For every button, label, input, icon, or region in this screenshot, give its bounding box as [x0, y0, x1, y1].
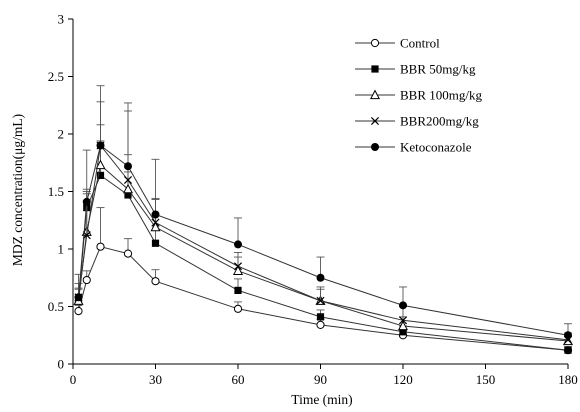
data-point-ketoconazole [74, 293, 83, 302]
x-axis-label: Time (min) [291, 392, 352, 407]
data-point-ketoconazole [96, 141, 105, 150]
x-tick-label: 180 [558, 372, 578, 387]
x-marker-stroke [151, 218, 160, 227]
data-point-bbr-100 [150, 221, 161, 232]
y-tick-label: 2.5 [48, 69, 64, 84]
data-point-bbr-50 [564, 346, 572, 354]
data-point-bbr-200 [370, 116, 380, 126]
legend-label: BBR 100mg/kg [400, 88, 482, 103]
legend-label: Ketoconazole [400, 140, 472, 155]
data-point-bbr-100 [397, 320, 409, 331]
series-bbr200mg-kg [74, 101, 573, 344]
legend-item: Ketoconazole [355, 140, 472, 155]
data-point-ketoconazole [399, 301, 407, 310]
data-point-bbr-100 [95, 159, 106, 170]
y-tick-label: 2 [58, 127, 65, 142]
data-point-bbr-50 [234, 286, 242, 294]
data-point-ketoconazole [151, 210, 160, 219]
data-point-bbr-50 [371, 65, 379, 73]
y-axis-label: MDZ concentration(μg/mL) [10, 114, 25, 266]
data-point-bbr-200 [316, 296, 325, 305]
series-bbr-100mg-kg [73, 124, 574, 346]
data-point-bbr-200 [151, 218, 160, 227]
data-point-bbr-200 [123, 175, 133, 185]
data-point-control [233, 304, 243, 313]
data-point-bbr-100 [122, 183, 134, 194]
x-marker-stroke [233, 262, 243, 271]
plot-area [73, 85, 574, 355]
y-tick-label: 0.5 [48, 299, 64, 314]
x-tick-label: 150 [476, 372, 496, 387]
x-marker-stroke [398, 316, 408, 325]
x-tick-label: 120 [393, 372, 413, 387]
data-point-bbr-50 [316, 313, 325, 321]
legend-item: BBR 50mg/kg [355, 62, 476, 77]
legend-label: BBR 50mg/kg [400, 62, 476, 77]
axes: 00.511.522.530 30 60 90 120 150 180 [48, 12, 578, 388]
y-tick-label: 1.5 [48, 184, 64, 199]
data-point-ketoconazole [124, 162, 132, 171]
data-point-bbr-200 [398, 316, 408, 325]
data-point-ketoconazole [234, 240, 242, 249]
x-marker-stroke [370, 116, 380, 126]
data-point-control [82, 275, 91, 285]
x-marker-stroke [123, 175, 133, 185]
legend-label: BBR200mg/kg [400, 114, 479, 129]
data-point-ketoconazole [564, 331, 572, 340]
data-point-control [96, 242, 105, 251]
x-marker-stroke [82, 231, 91, 240]
data-point-control [74, 307, 83, 316]
data-point-bbr-50 [399, 328, 407, 336]
legend-label: Control [400, 36, 440, 51]
legend: Control BBR 50mg/kg BBR 100mg/kg BBR200mg/k… [355, 36, 482, 155]
data-point-bbr-100 [232, 265, 244, 275]
series-ketoconazole [74, 85, 572, 340]
data-point-ketoconazole [82, 197, 91, 206]
y-tick-label: 1 [58, 242, 65, 257]
legend-item: BBR200mg/kg [355, 114, 479, 129]
x-tick-label: 30 [149, 372, 162, 387]
data-point-bbr-50 [151, 239, 160, 247]
data-point-control [151, 277, 160, 286]
data-point-control [370, 38, 380, 48]
y-tick-label: 0 [58, 357, 65, 372]
x-tick-label: 90 [314, 372, 327, 387]
x-marker-stroke [316, 296, 325, 305]
legend-item: Control [355, 36, 440, 51]
data-point-ketoconazole [316, 273, 325, 282]
data-point-bbr-50 [96, 171, 105, 179]
data-point-bbr-200 [233, 262, 243, 271]
data-point-bbr-100 [369, 89, 381, 100]
x-tick-label: 0 [70, 372, 77, 387]
legend-item: BBR 100mg/kg [355, 88, 482, 103]
data-point-bbr-50 [124, 191, 132, 199]
data-point-control [316, 320, 325, 329]
y-tick-label: 3 [58, 12, 65, 27]
data-point-control [123, 249, 133, 258]
x-tick-label: 60 [232, 372, 245, 387]
data-point-ketoconazole [371, 143, 379, 151]
